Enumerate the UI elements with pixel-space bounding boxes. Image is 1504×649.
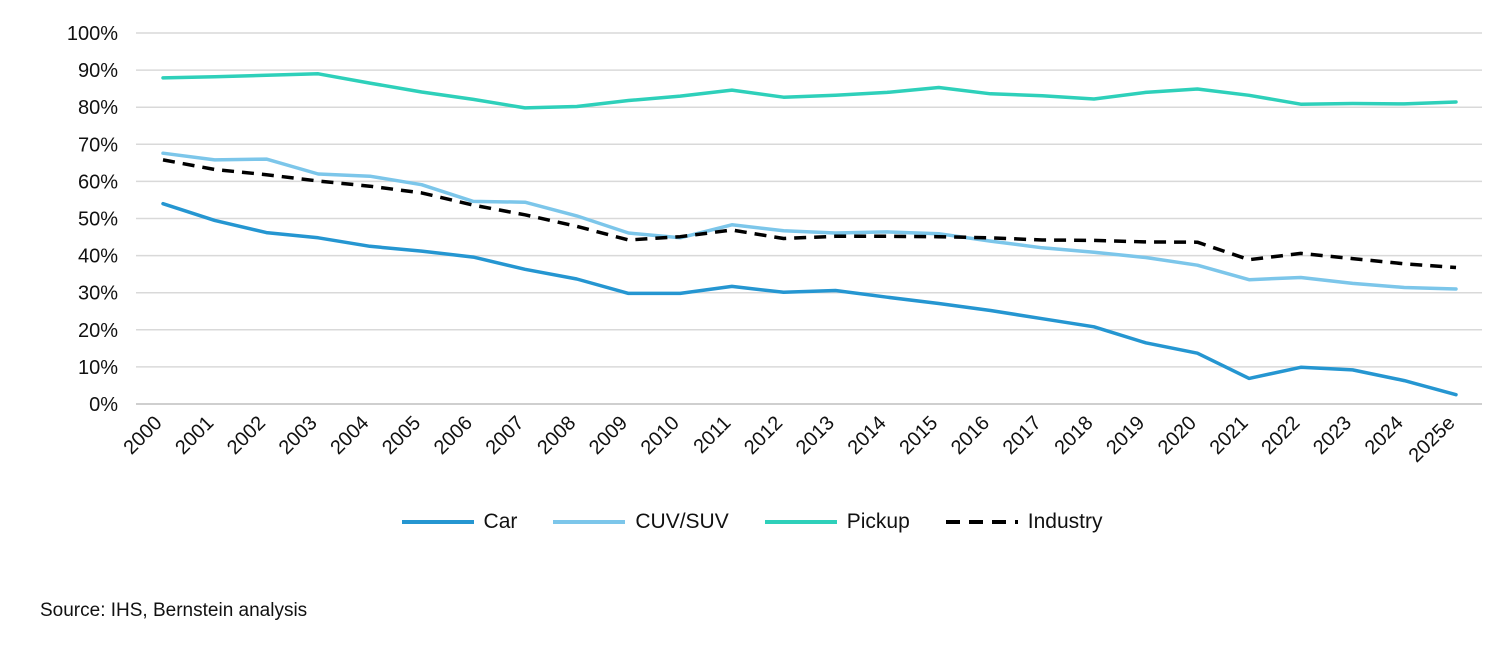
y-tick-label: 40% bbox=[78, 246, 118, 268]
x-tick-label: 2018 bbox=[1050, 412, 1097, 459]
x-tick-label: 2014 bbox=[844, 412, 891, 459]
y-tick-label: 80% bbox=[78, 97, 118, 119]
series-line-car bbox=[161, 201, 1458, 397]
legend-swatch-cuv-suv bbox=[553, 520, 626, 524]
x-tick-label: 2020 bbox=[1154, 412, 1201, 459]
legend-swatch-industry bbox=[945, 520, 1018, 524]
x-tick-label: 2002 bbox=[223, 412, 270, 459]
legend-label-cuv-suv: CUV/SUV bbox=[635, 510, 729, 533]
x-tick-label: 2011 bbox=[689, 412, 735, 458]
x-tick-label: 2000 bbox=[120, 412, 167, 459]
x-tick-label: 2021 bbox=[1206, 412, 1253, 459]
chart-legend: Car CUV/SUV Pickup Industry bbox=[0, 505, 1504, 539]
legend-label-car: Car bbox=[483, 510, 518, 533]
x-tick-label: 2001 bbox=[171, 412, 218, 459]
x-tick-label: 2024 bbox=[1361, 412, 1408, 459]
series-line-cuv-suv bbox=[161, 151, 1458, 291]
x-tick-label: 2008 bbox=[533, 412, 580, 459]
series-line-pickup bbox=[161, 72, 1458, 110]
y-tick-label: 30% bbox=[78, 283, 118, 305]
y-tick-label: 90% bbox=[78, 60, 118, 82]
x-tick-label: 2006 bbox=[430, 412, 477, 459]
x-tick-label: 2019 bbox=[1102, 412, 1149, 459]
x-tick-label: 2012 bbox=[740, 412, 787, 459]
legend-swatch-pickup bbox=[764, 520, 837, 524]
legend-item-car: Car bbox=[401, 510, 518, 534]
y-tick-label: 50% bbox=[78, 209, 118, 231]
y-tick-label: 10% bbox=[78, 357, 118, 379]
x-tick-label: 2004 bbox=[326, 412, 373, 459]
x-tick-label: 2010 bbox=[637, 412, 684, 459]
legend-item-cuv-suv: CUV/SUV bbox=[553, 510, 729, 534]
x-tick-label: 2003 bbox=[275, 412, 322, 459]
legend-item-industry: Industry bbox=[945, 510, 1103, 534]
y-tick-label: 20% bbox=[78, 320, 118, 342]
legend-label-industry: Industry bbox=[1027, 510, 1103, 533]
x-tick-label: 2005 bbox=[378, 412, 425, 459]
legend-item-pickup: Pickup bbox=[764, 510, 910, 534]
x-tick-label: 2025e bbox=[1405, 412, 1460, 467]
x-tick-label: 2016 bbox=[947, 412, 994, 459]
x-tick-label: 2015 bbox=[895, 412, 942, 459]
y-tick-label: 0% bbox=[89, 394, 118, 416]
y-tick-label: 100% bbox=[67, 23, 118, 45]
x-tick-label: 2013 bbox=[792, 412, 839, 459]
x-tick-label: 2009 bbox=[585, 412, 632, 459]
x-tick-label: 2007 bbox=[482, 412, 529, 459]
series-line-industry bbox=[162, 158, 1457, 270]
x-tick-label: 2017 bbox=[999, 412, 1046, 459]
x-tick-label: 2023 bbox=[1309, 412, 1356, 459]
source-note: Source: IHS, Bernstein analysis bbox=[40, 600, 308, 621]
x-tick-label: 2022 bbox=[1257, 412, 1304, 459]
y-tick-label: 70% bbox=[78, 134, 118, 156]
legend-swatch-car bbox=[401, 520, 474, 524]
y-tick-label: 60% bbox=[78, 171, 118, 193]
legend-label-pickup: Pickup bbox=[846, 510, 910, 533]
